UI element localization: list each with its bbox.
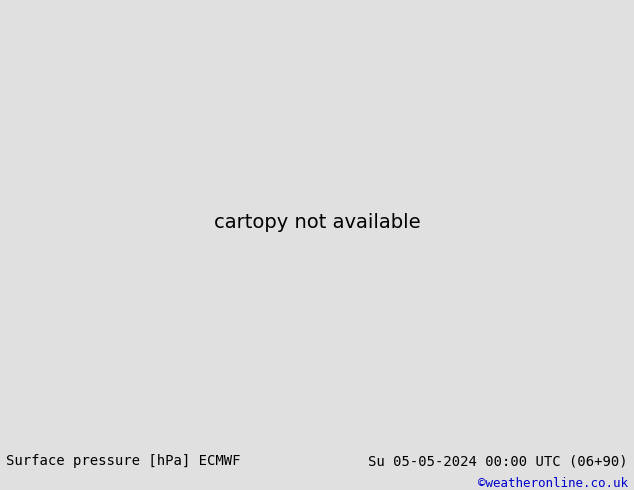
Text: Su 05-05-2024 00:00 UTC (06+90): Su 05-05-2024 00:00 UTC (06+90) [368, 454, 628, 468]
Text: ©weatheronline.co.uk: ©weatheronline.co.uk [477, 477, 628, 490]
Text: cartopy not available: cartopy not available [214, 214, 420, 232]
Text: Surface pressure [hPa] ECMWF: Surface pressure [hPa] ECMWF [6, 454, 241, 468]
